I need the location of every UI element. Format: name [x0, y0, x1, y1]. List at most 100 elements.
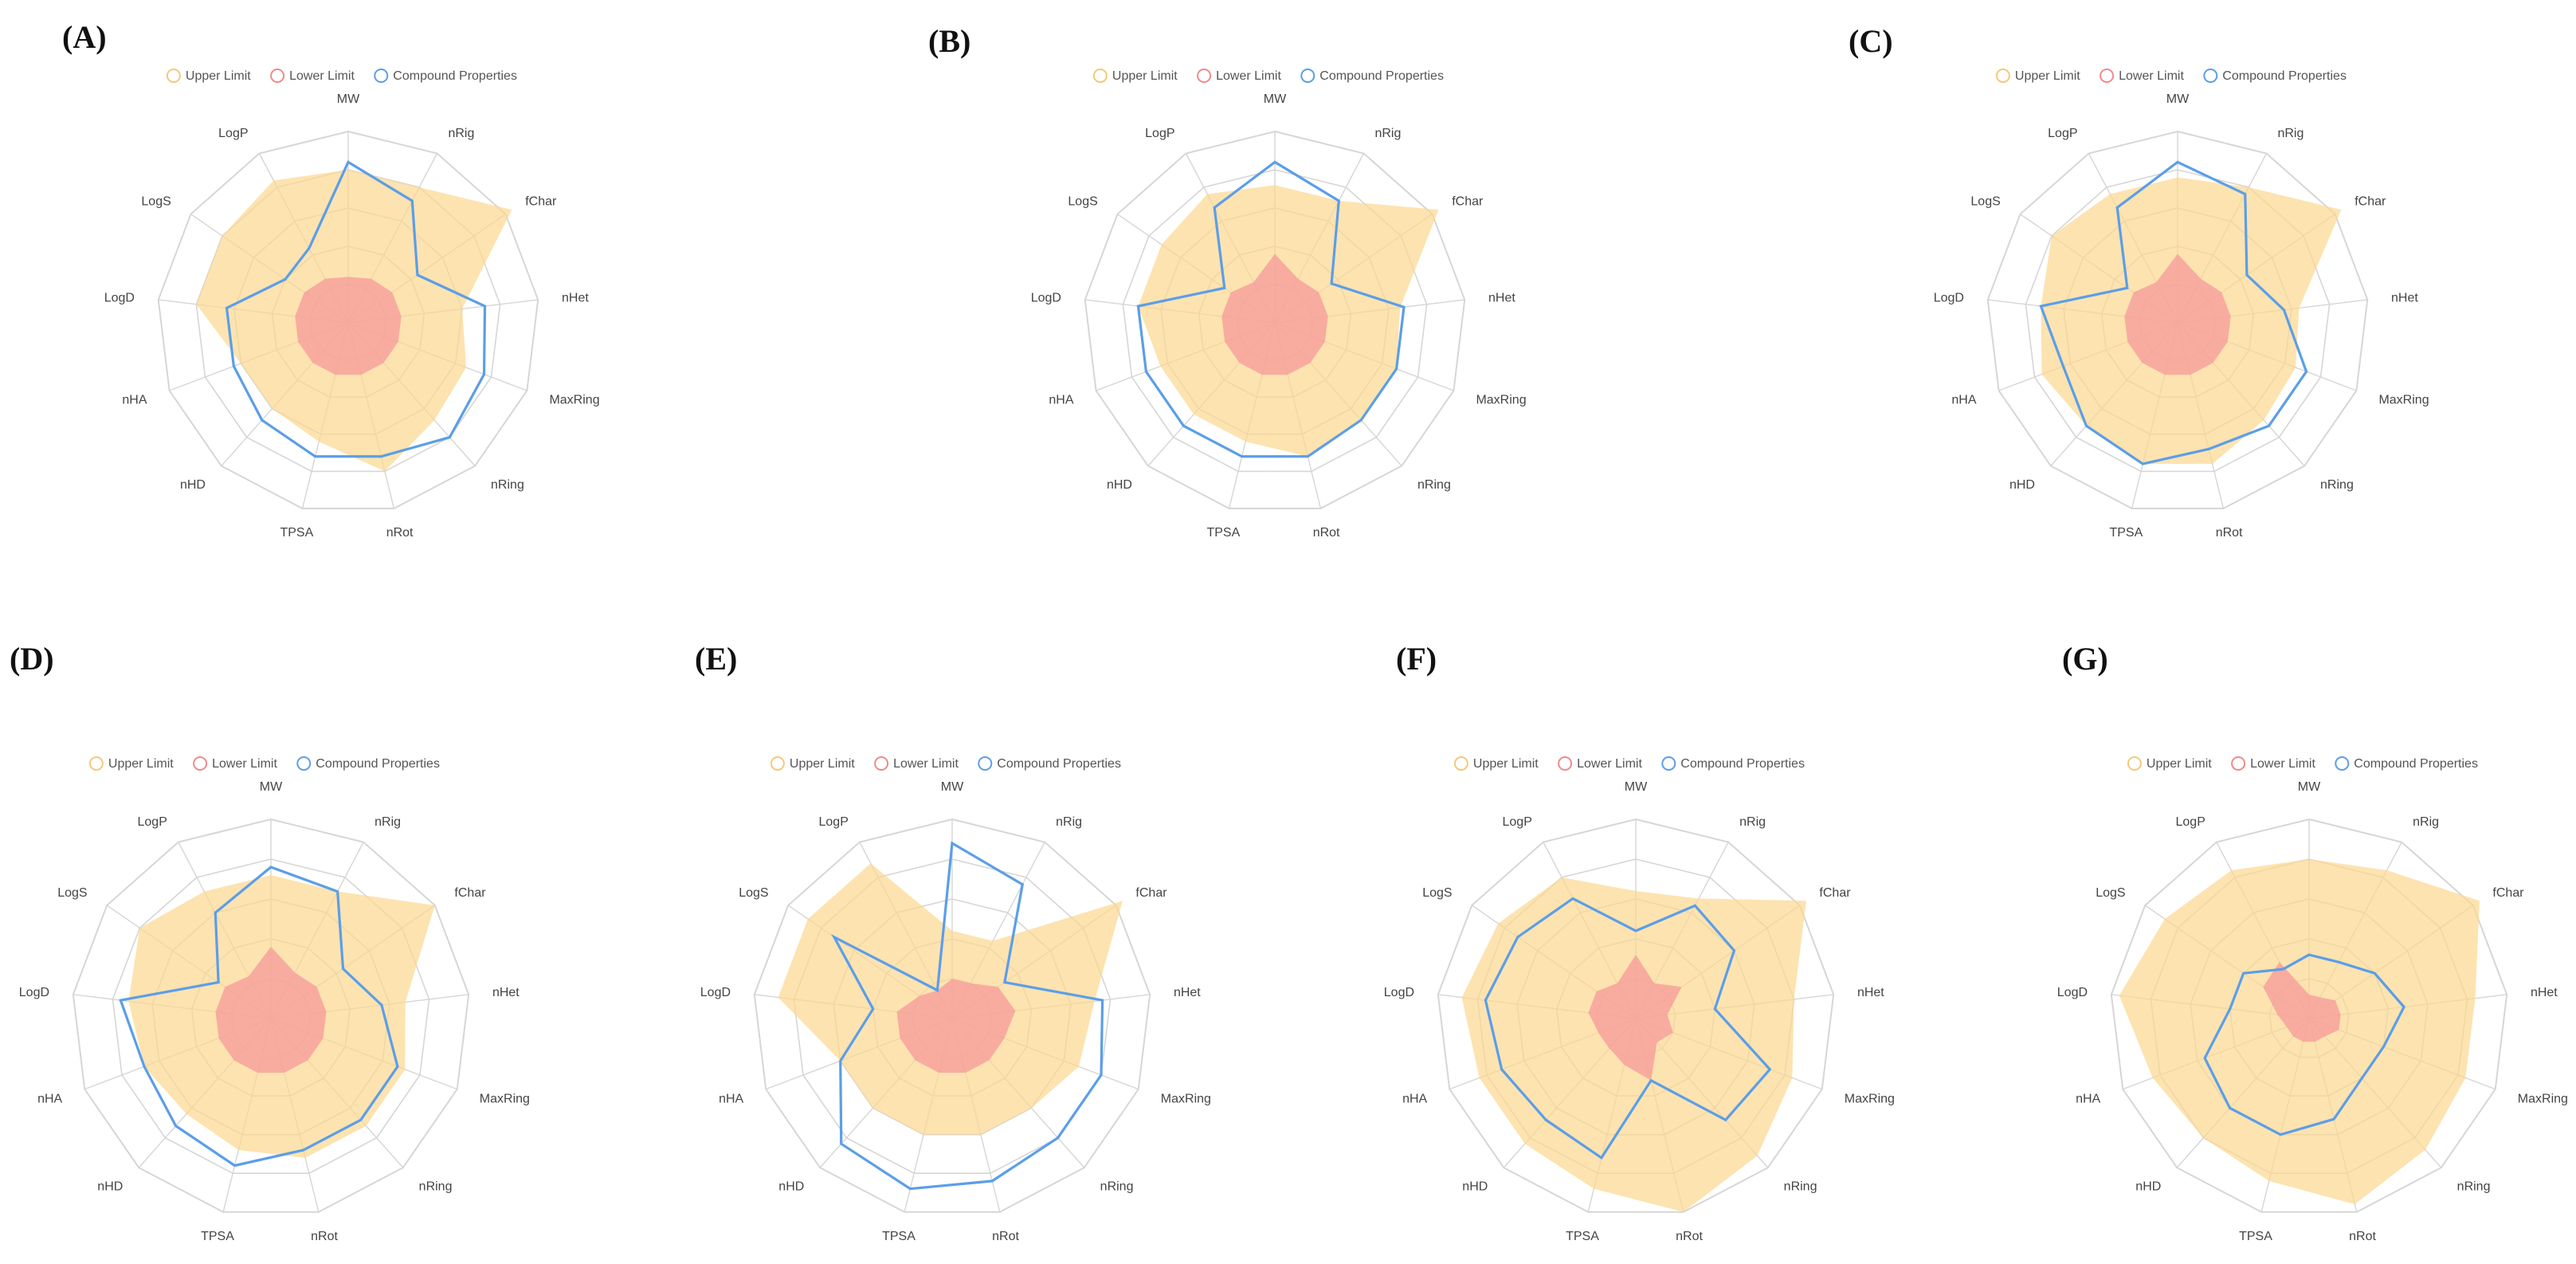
legend-label[interactable]: Upper Limit — [108, 757, 174, 771]
legend-label[interactable]: Compound Properties — [2354, 757, 2478, 771]
legend-marker[interactable] — [166, 69, 181, 83]
grid-ring — [753, 818, 1151, 1213]
axis-label: fChar — [525, 195, 557, 209]
legend-marker[interactable] — [2231, 756, 2246, 771]
legend-marker[interactable] — [88, 756, 104, 771]
legend-marker[interactable] — [1558, 756, 1573, 771]
axis-label: LogD — [1384, 986, 1414, 999]
legend-label[interactable]: Lower Limit — [2250, 757, 2315, 771]
legend-marker[interactable] — [2100, 69, 2115, 83]
axis-label: MW — [260, 780, 283, 794]
legend-label[interactable]: Compound Properties — [1680, 757, 1805, 771]
panel-letter: (E) — [695, 641, 737, 677]
legend-label[interactable]: Compound Properties — [2222, 69, 2347, 83]
grid-ring — [1437, 818, 1835, 1213]
axis-label: MW — [337, 92, 360, 106]
panel-letter: (B) — [928, 23, 970, 59]
axis-label: fChar — [1452, 195, 1484, 209]
legend-label[interactable]: Lower Limit — [2119, 69, 2184, 83]
legend-marker[interactable] — [978, 756, 993, 771]
legend-marker[interactable] — [1092, 69, 1108, 83]
panel-letter: (C) — [1849, 23, 1893, 59]
axis-label: LogP — [218, 127, 248, 140]
axis-label: LogS — [57, 886, 87, 900]
axis-label: TPSA — [882, 1230, 916, 1243]
legend-label[interactable]: Upper Limit — [1112, 69, 1178, 83]
axis-label: nHet — [562, 291, 589, 304]
legend-label[interactable]: Lower Limit — [212, 757, 277, 771]
axis-label: MaxRing — [480, 1092, 530, 1105]
axis-label: nHet — [492, 986, 520, 999]
legend-marker[interactable] — [770, 756, 785, 771]
axis-label: nHD — [778, 1180, 804, 1194]
axis-label: TPSA — [1566, 1230, 1599, 1243]
grid-ring — [72, 818, 470, 1213]
axis-label: nHet — [2531, 986, 2558, 999]
axis-label: nHA — [1951, 394, 1976, 407]
series-compound-properties — [1484, 897, 1772, 1160]
legend-marker[interactable] — [1197, 69, 1212, 83]
axis-label: LogS — [1068, 195, 1097, 209]
axis-label: TPSA — [201, 1230, 234, 1243]
radar-chart-2: (C) MW nRig fChar nHet MaxRing nRing nRot TPSA nH… — [1849, 23, 2429, 540]
axis-label: fChar — [1819, 886, 1851, 900]
axis-label: MW — [1625, 780, 1648, 794]
legend-marker[interactable] — [1300, 69, 1315, 83]
legend-label[interactable]: Upper Limit — [2147, 757, 2212, 771]
series-compound-properties — [119, 866, 399, 1168]
axis-label: nRing — [491, 478, 524, 492]
legend-marker[interactable] — [270, 69, 285, 83]
axis-label: nRot — [386, 526, 414, 540]
legend-label[interactable]: Upper Limit — [186, 69, 251, 83]
legend-label[interactable]: Compound Properties — [997, 757, 1121, 771]
axis-label: nHD — [180, 478, 206, 492]
axis-label: TPSA — [280, 526, 313, 540]
legend-marker[interactable] — [296, 756, 312, 771]
axis-label: LogD — [700, 986, 731, 999]
legend-label[interactable]: Upper Limit — [2015, 69, 2080, 83]
grid-ring — [1084, 130, 1466, 510]
legend-marker[interactable] — [193, 756, 208, 771]
legend-marker[interactable] — [2335, 756, 2350, 771]
legend-label[interactable]: Compound Properties — [316, 757, 440, 771]
axis-label: MaxRing — [549, 394, 599, 407]
axis-label: LogP — [2176, 815, 2205, 829]
panel-letter: (D) — [10, 641, 54, 677]
axis-label: nHA — [1049, 394, 1073, 407]
legend-marker[interactable] — [874, 756, 889, 771]
legend-label[interactable]: Upper Limit — [790, 757, 855, 771]
legend-marker[interactable] — [2203, 69, 2218, 83]
axis-label: LogD — [19, 986, 49, 999]
series-lower-limit — [215, 947, 327, 1073]
axis-label: LogP — [138, 815, 167, 829]
axis-label: LogS — [739, 886, 768, 900]
legend-marker[interactable] — [1995, 69, 2010, 83]
axis-label: nHD — [97, 1180, 123, 1194]
legend-label[interactable]: Lower Limit — [1216, 69, 1281, 83]
axis-label: nRot — [2216, 526, 2243, 540]
legend-label[interactable]: Compound Properties — [393, 69, 517, 83]
axis-label: nHet — [1857, 986, 1884, 999]
axis-label: TPSA — [1206, 526, 1240, 540]
axis-label: nRig — [1374, 127, 1401, 140]
axis-label: fChar — [2354, 195, 2386, 209]
legend-label[interactable]: Lower Limit — [1577, 757, 1642, 771]
legend-marker[interactable] — [1453, 756, 1468, 771]
axis-label: LogD — [104, 291, 135, 304]
series-compound-properties — [830, 841, 1104, 1191]
axis-label: TPSA — [2239, 1230, 2272, 1243]
legend-marker[interactable] — [2127, 756, 2142, 771]
legend-label[interactable]: Upper Limit — [1473, 757, 1539, 771]
axis-label: fChar — [2492, 886, 2524, 900]
series-lower-limit — [2124, 253, 2231, 375]
legend-marker[interactable] — [374, 69, 389, 83]
axis-label: nHD — [2135, 1180, 2161, 1194]
legend-marker[interactable] — [1661, 756, 1676, 771]
axis-label: LogD — [2057, 986, 2088, 999]
legend-label[interactable]: Lower Limit — [289, 69, 355, 83]
legend-label[interactable]: Lower Limit — [893, 757, 959, 771]
series-compound-properties — [2039, 160, 2308, 465]
series-lower-limit — [1221, 253, 1328, 375]
legend-label[interactable]: Compound Properties — [1319, 69, 1444, 83]
